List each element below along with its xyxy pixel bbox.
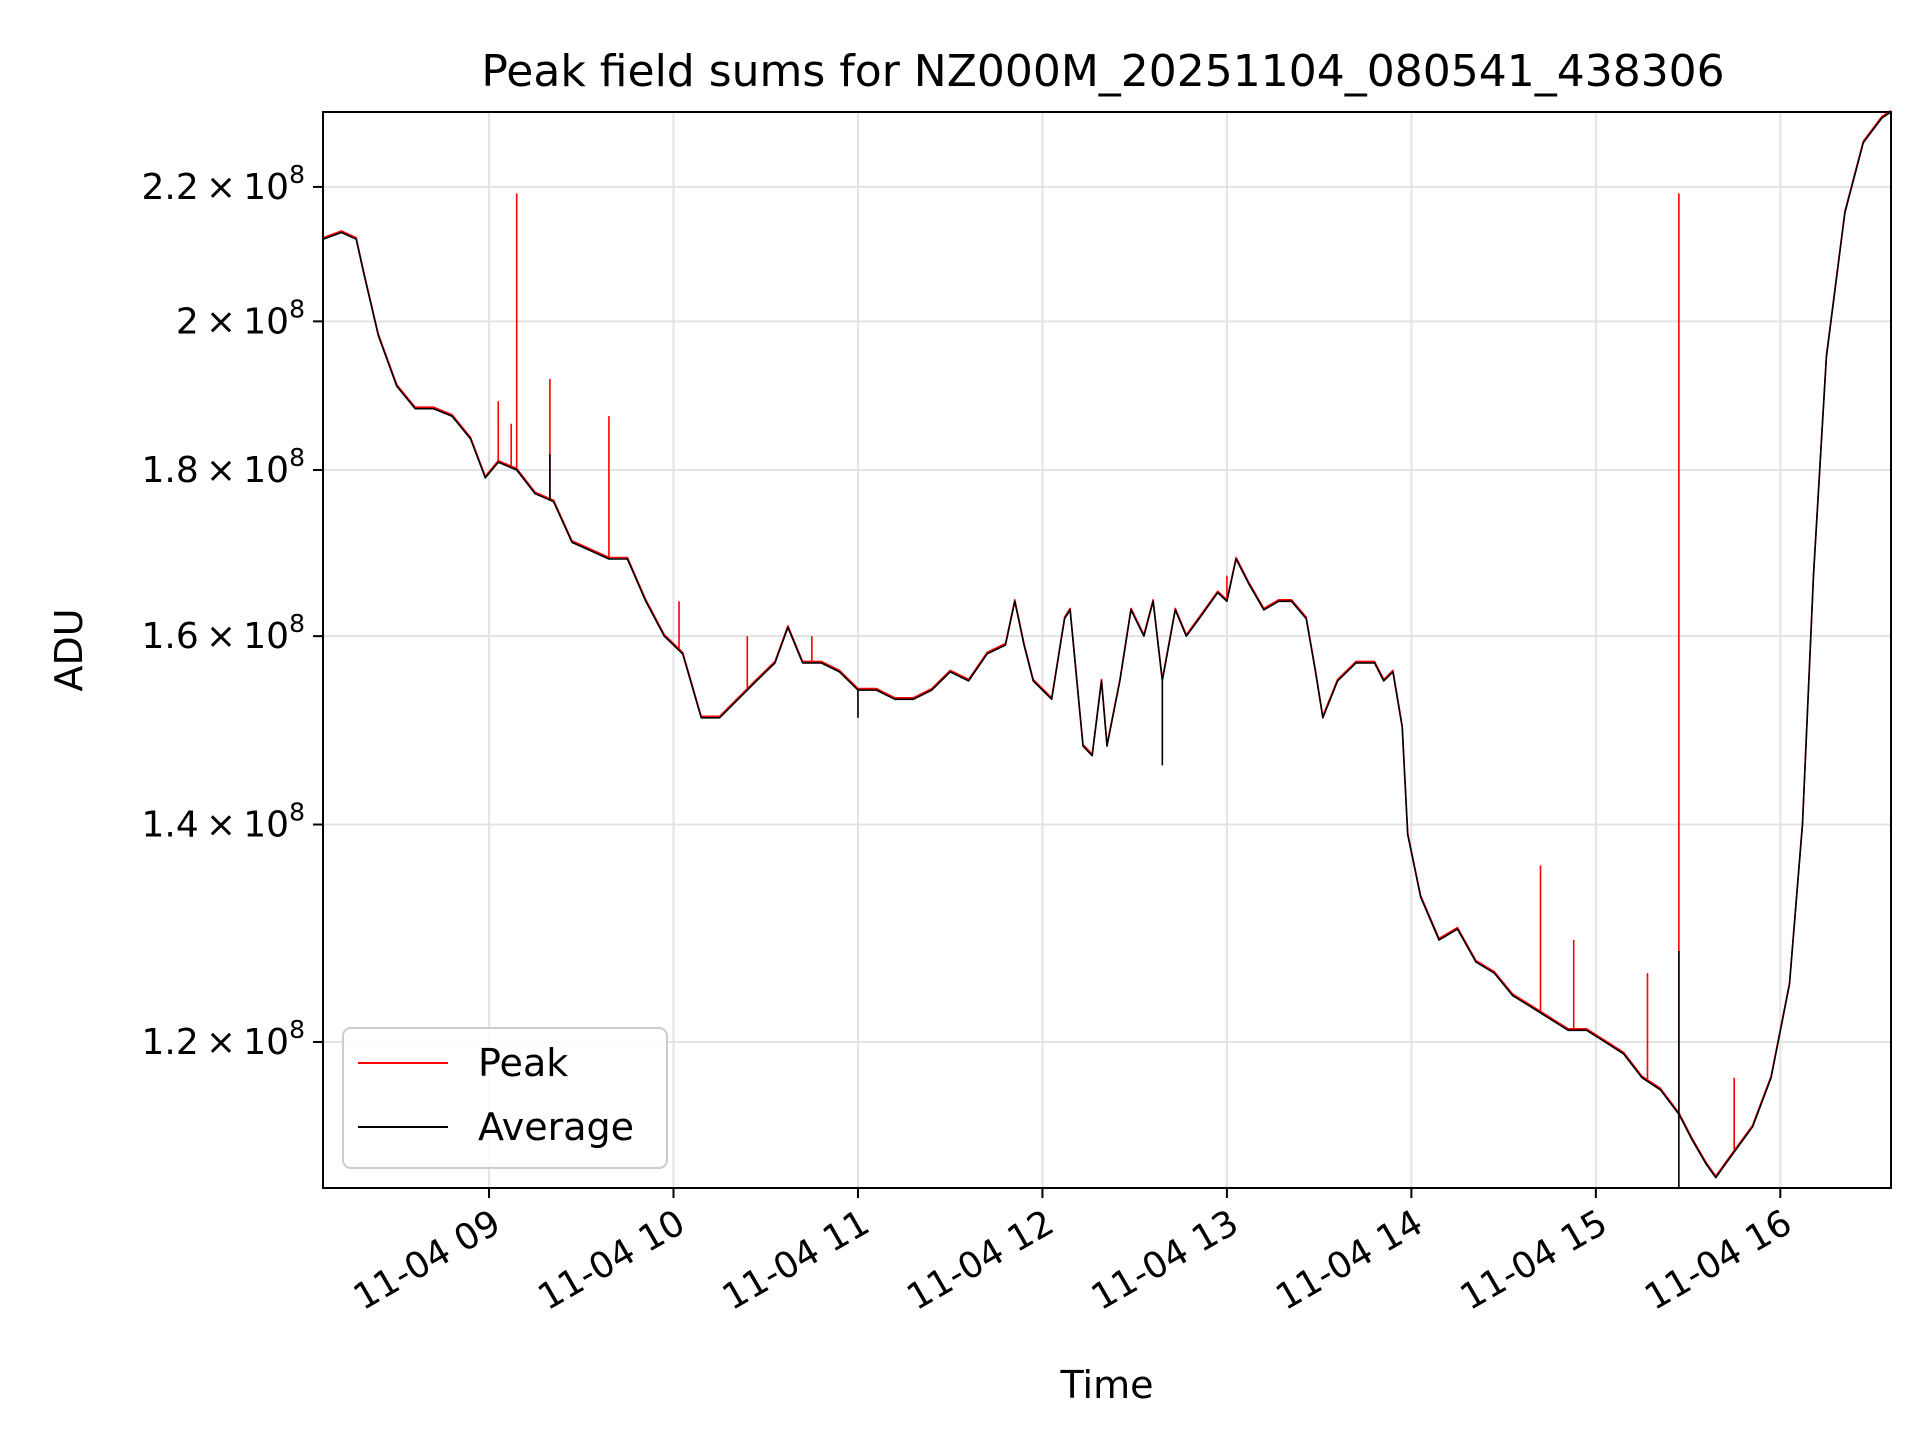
y-tick-label: 1.2 × 108 bbox=[141, 1015, 305, 1063]
legend-label-peak: Peak bbox=[478, 1041, 568, 1085]
y-tick-label: 1.8 × 108 bbox=[141, 443, 305, 491]
y-tick-label: 2 × 108 bbox=[176, 294, 305, 342]
legend: Peak Average bbox=[342, 1027, 668, 1169]
y-tick-label: 1.4 × 108 bbox=[141, 798, 305, 846]
y-tick-label: 2.2 × 108 bbox=[141, 160, 305, 208]
plot-frame bbox=[322, 111, 1892, 1189]
chart-title: Peak field sums for NZ000M_20251104_0805… bbox=[481, 46, 1724, 97]
plot-area bbox=[322, 109, 1892, 1188]
x-axis-label: Time bbox=[1060, 1363, 1154, 1407]
grid bbox=[323, 112, 1891, 1188]
y-tick-label: 1.6 × 108 bbox=[141, 609, 305, 657]
y-axis: 1.2 × 108 1.4 × 108 1.6 × 108 1.8 × 108 2 × … bbox=[141, 160, 323, 1063]
series-average-line bbox=[322, 111, 1892, 1179]
legend-label-average: Average bbox=[478, 1105, 634, 1149]
y-axis-label: ADU bbox=[47, 608, 91, 691]
